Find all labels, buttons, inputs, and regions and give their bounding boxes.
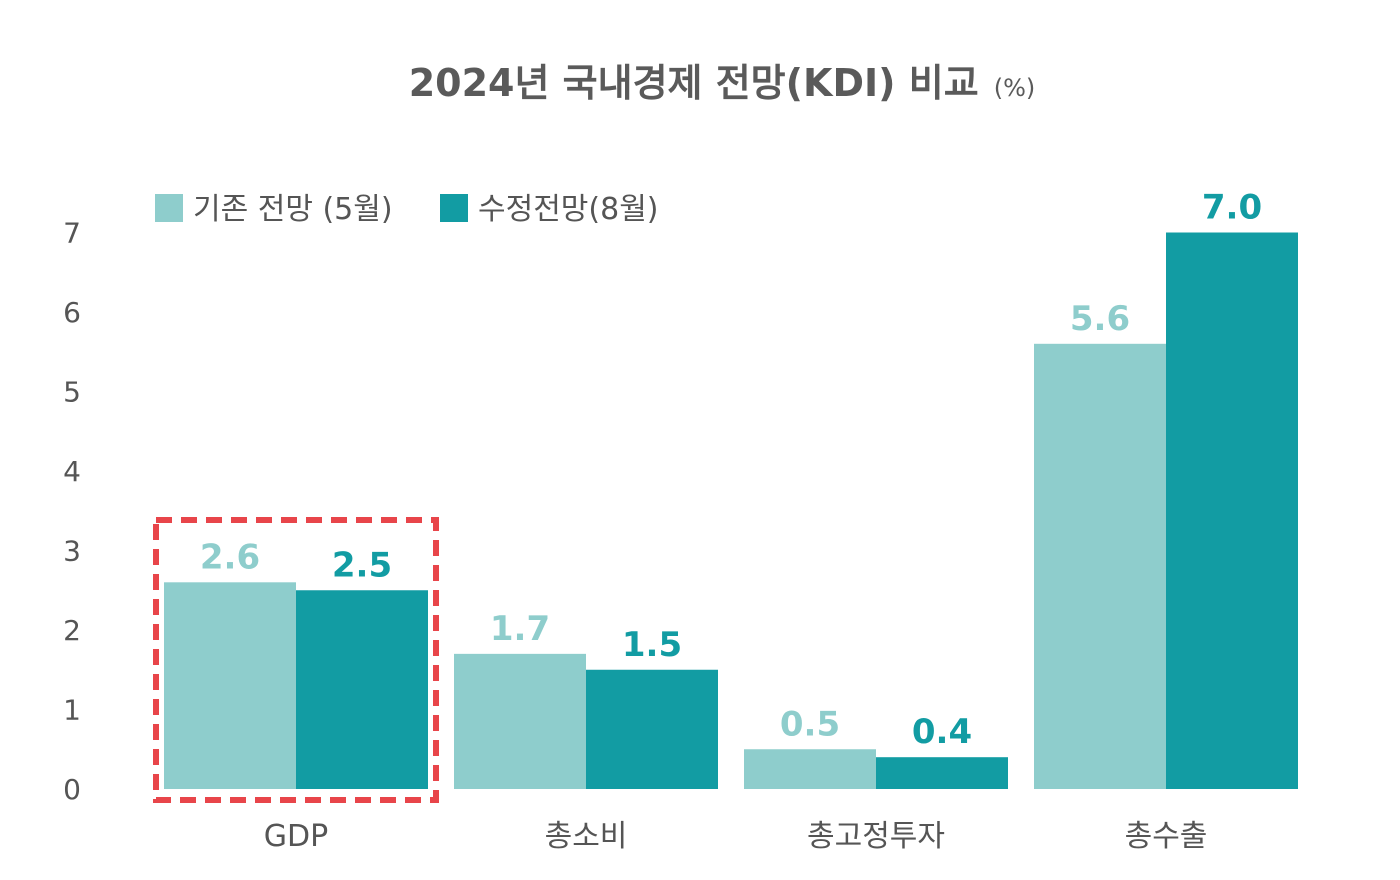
x-axis: GDP 총소비 총고정투자 총수출	[264, 819, 1208, 854]
data-label: 5.6	[1070, 299, 1130, 339]
x-tick-label: 총수출	[1125, 819, 1208, 854]
bar-GDP-series-1	[164, 582, 296, 789]
bar-총수출-series-2	[1166, 232, 1298, 789]
x-tick-label: GDP	[264, 819, 328, 854]
data-label: 1.7	[490, 609, 550, 649]
legend-label-series-2: 수정전망(8월)	[478, 192, 659, 227]
y-tick-label: 2	[63, 614, 81, 647]
data-label: 2.6	[200, 537, 260, 577]
bar-총고정투자-series-2	[876, 757, 1008, 789]
data-label: 2.5	[332, 545, 392, 585]
legend-swatch-series-2	[440, 194, 468, 222]
x-tick-label: 총고정투자	[807, 819, 945, 854]
legend-swatch-series-1	[155, 194, 183, 222]
y-tick-label: 7	[63, 217, 81, 250]
bar-총소비-series-2	[586, 669, 718, 789]
bar-총소비-series-1	[454, 653, 586, 789]
y-axis: 0 1 2 3 4 5 6 7	[63, 217, 81, 807]
y-tick-label: 5	[63, 376, 81, 409]
y-tick-label: 1	[63, 694, 81, 727]
bars	[164, 232, 1298, 789]
bar-총수출-series-1	[1034, 343, 1166, 789]
bar-총고정투자-series-1	[744, 749, 876, 789]
legend-label-series-1: 기존 전망 (5월)	[193, 192, 393, 227]
chart-title-unit: (%)	[994, 74, 1036, 102]
data-label: 1.5	[622, 625, 682, 665]
y-tick-label: 0	[63, 773, 81, 806]
data-label: 7.0	[1202, 188, 1262, 228]
chart-title-group: 2024년 국내경제 전망(KDI) 비교 (%)	[409, 61, 1036, 105]
y-tick-label: 3	[63, 535, 81, 568]
x-tick-label: 총소비	[545, 819, 628, 854]
data-labels: 2.6 2.5 1.7 1.5 0.5 0.4 5.6 7.0	[200, 188, 1262, 753]
data-label: 0.5	[780, 704, 840, 744]
data-label: 0.4	[912, 712, 972, 752]
bar-GDP-series-2	[296, 590, 428, 789]
y-tick-label: 6	[63, 296, 81, 329]
legend: 기존 전망 (5월) 수정전망(8월)	[155, 192, 659, 227]
y-tick-label: 4	[63, 455, 81, 488]
gdp-highlight-box	[153, 517, 439, 803]
chart-title: 2024년 국내경제 전망(KDI) 비교	[409, 61, 979, 105]
